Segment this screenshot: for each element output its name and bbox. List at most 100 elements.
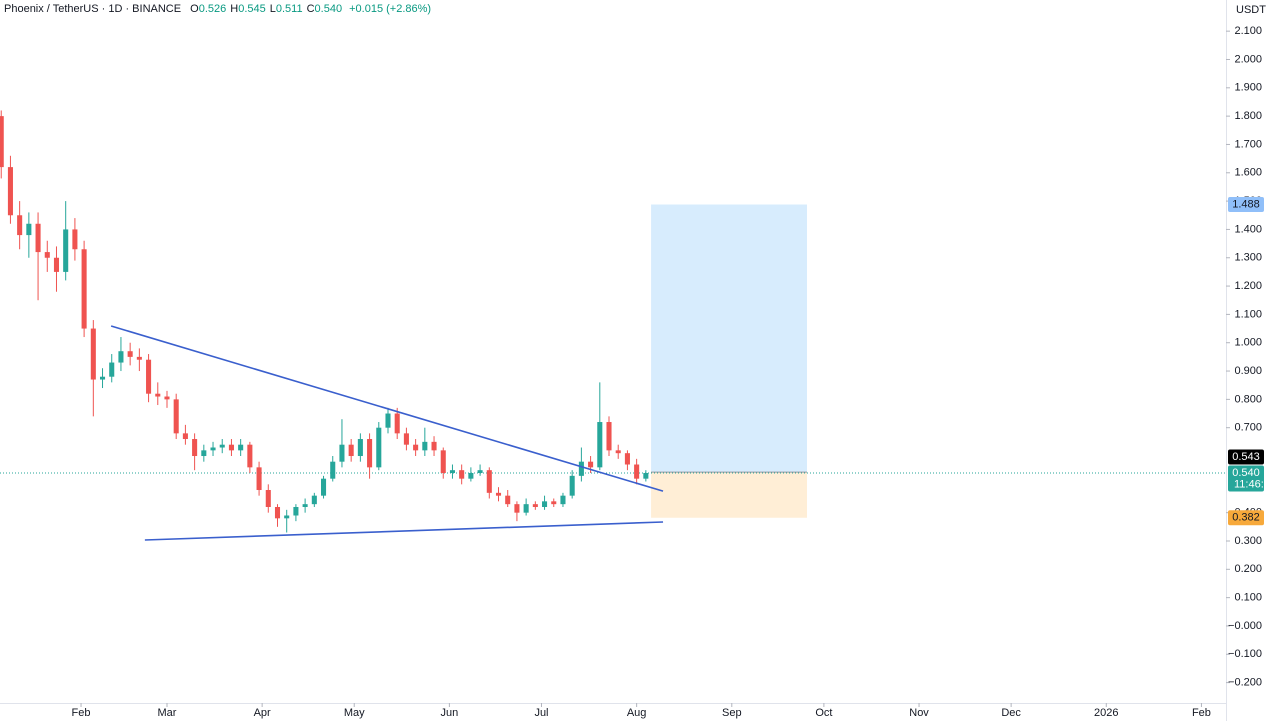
candle-body xyxy=(35,223,41,253)
candle-body xyxy=(578,461,584,476)
candle-body xyxy=(72,229,78,250)
price-label: 0.382 xyxy=(1228,510,1264,526)
price-label-bg xyxy=(1228,196,1264,212)
candle-body xyxy=(606,422,612,451)
candle-body xyxy=(394,413,400,434)
candle-body xyxy=(219,444,225,448)
price-label: 0.543 xyxy=(1228,449,1264,465)
candle-body xyxy=(321,478,327,496)
candle-body xyxy=(551,501,557,505)
price-label: 1.488 xyxy=(1228,196,1264,212)
candle-body xyxy=(182,433,188,440)
trendline xyxy=(144,521,664,541)
candle-body xyxy=(357,439,363,457)
y-tick-label: 0.300 xyxy=(1234,535,1262,547)
candle-body xyxy=(238,444,244,451)
y-tick-label: 1.600 xyxy=(1234,167,1262,179)
candle-body xyxy=(495,492,502,496)
candle-body xyxy=(44,252,50,258)
candle-body xyxy=(173,399,179,434)
candle-body xyxy=(146,359,152,394)
candle-body xyxy=(523,504,529,513)
candle-body xyxy=(90,328,96,380)
candle-body xyxy=(532,504,538,507)
candle-body xyxy=(403,433,409,445)
candle-body xyxy=(7,167,13,216)
x-tick-label: Mar xyxy=(158,707,177,719)
candle-body xyxy=(17,215,23,236)
stop-zone xyxy=(651,472,807,518)
candle-body xyxy=(413,444,419,451)
candle-body xyxy=(63,229,69,272)
candle-body xyxy=(615,450,621,454)
y-tick-label: 1.900 xyxy=(1234,82,1262,94)
candle-body xyxy=(302,504,308,507)
candle-body xyxy=(459,470,465,479)
price-label-text: 0.540 xyxy=(1232,467,1260,479)
y-unit: USDT xyxy=(1236,4,1266,16)
y-tick-label: 1.200 xyxy=(1234,280,1262,292)
countdown: 11:46:37 xyxy=(1234,478,1276,490)
candle-body xyxy=(26,223,32,236)
symbol-header: Phoenix / TetherUS · 1D · BINANCE O0.526… xyxy=(4,3,431,15)
price-label-text: 0.382 xyxy=(1232,512,1260,524)
y-tick-label: 2.100 xyxy=(1234,25,1262,37)
y-tick-label: 1.700 xyxy=(1234,138,1262,150)
candle-body xyxy=(514,504,520,513)
candle-body xyxy=(560,495,566,505)
y-tick-label: 1.000 xyxy=(1234,337,1262,349)
candle-body xyxy=(449,470,455,474)
x-tick-label: Nov xyxy=(909,707,929,719)
candle-body xyxy=(477,470,483,474)
y-tick-label: 1.300 xyxy=(1234,252,1262,264)
y-tick-label: 0.200 xyxy=(1234,563,1262,575)
candle-body xyxy=(247,444,253,468)
price-label-text: 1.488 xyxy=(1232,198,1260,210)
field-value: 0.545 xyxy=(238,3,266,15)
candle-body xyxy=(588,461,594,468)
field-key: O xyxy=(190,3,199,15)
candle-body xyxy=(624,453,630,465)
candle-body xyxy=(164,396,170,400)
candle-body xyxy=(376,427,382,468)
candle-body xyxy=(284,515,290,519)
candle-body xyxy=(569,475,575,496)
candle-body xyxy=(192,439,198,457)
y-tick-label: 0.800 xyxy=(1234,393,1262,405)
price-label-bg xyxy=(1228,465,1264,492)
candle-body xyxy=(468,473,474,479)
y-tick-label: 1.800 xyxy=(1234,110,1262,122)
field-key: L xyxy=(269,3,276,15)
candle-body xyxy=(81,249,87,329)
y-tick-label: −0.100 xyxy=(1228,648,1262,660)
candle-body xyxy=(597,422,603,468)
candle-body xyxy=(109,362,115,377)
x-tick-label: Feb xyxy=(1192,707,1211,719)
candle-body xyxy=(228,444,234,451)
price-label-bg xyxy=(1228,510,1264,526)
x-tick-label: Sep xyxy=(722,707,742,719)
change: +0.015 (+2.86%) xyxy=(349,3,432,15)
target-zone xyxy=(651,204,807,473)
ohlc-fields: O0.526 H0.545 L0.511 C0.540 xyxy=(190,3,346,15)
candle-body xyxy=(486,470,492,493)
y-tick-label: −0.200 xyxy=(1228,677,1262,689)
x-tick-label: Jun xyxy=(441,707,459,719)
candle-body xyxy=(155,393,161,397)
field-key: C xyxy=(306,3,315,15)
candle-body xyxy=(311,495,317,505)
price-label-text: 0.543 xyxy=(1232,451,1260,463)
candle-body xyxy=(0,116,4,168)
candle-body xyxy=(274,506,281,519)
field-value: 0.540 xyxy=(314,3,343,15)
x-tick-label: Apr xyxy=(254,707,271,719)
y-tick-label: 0.100 xyxy=(1234,592,1262,604)
candle-body xyxy=(505,495,511,505)
candle-body xyxy=(127,351,133,357)
candle-body xyxy=(643,473,649,479)
symbol: Phoenix / TetherUS · 1D · BINANCE xyxy=(4,3,182,15)
candle-body xyxy=(118,351,124,363)
x-tick-label: Dec xyxy=(1001,707,1021,719)
